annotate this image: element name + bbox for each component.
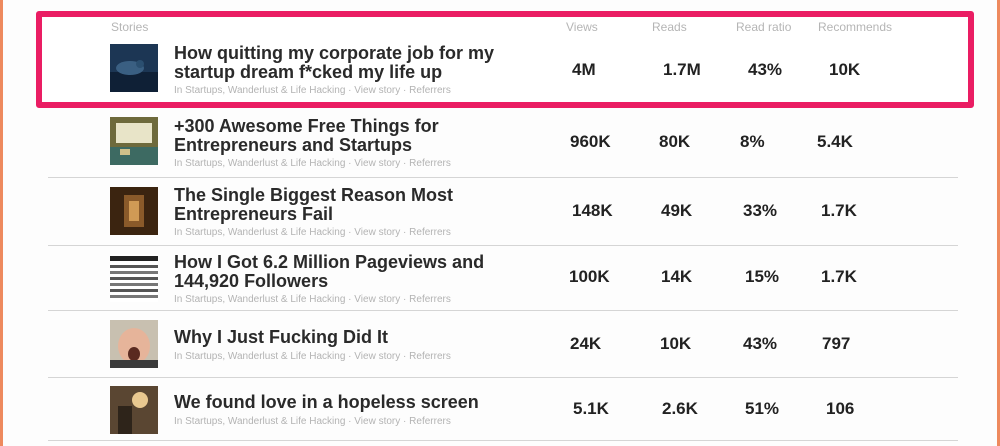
view-story-link[interactable]: View story bbox=[354, 227, 401, 238]
reads-value: 14K bbox=[661, 267, 693, 286]
recommends-value: 1.7K bbox=[821, 201, 857, 220]
story-meta: In Startups, Wanderlust & Life Hacking ·… bbox=[174, 351, 451, 362]
recommends-value: 797 bbox=[822, 334, 851, 353]
publication-link[interactable]: In Startups, Wanderlust & Life Hacking bbox=[174, 294, 346, 305]
person-underwater-thumbnail[interactable] bbox=[110, 44, 158, 92]
story-title[interactable]: How I Got 6.2 Million Pageviews and 144,… bbox=[174, 252, 485, 291]
publication-link[interactable]: In Startups, Wanderlust & Life Hacking bbox=[174, 351, 346, 362]
recommends-value: 10K bbox=[829, 60, 861, 79]
story-title[interactable]: +300 Awesome Free Things for Entrepreneu… bbox=[174, 116, 439, 155]
views-value: 148K bbox=[572, 201, 613, 220]
views-value: 5.1K bbox=[573, 399, 609, 418]
separator: · bbox=[403, 351, 407, 362]
header-views: Views bbox=[566, 20, 598, 34]
referrers-link[interactable]: Referrers bbox=[409, 158, 451, 169]
read-ratio-value: 43% bbox=[743, 334, 778, 353]
separator: · bbox=[348, 416, 352, 427]
row-divider bbox=[48, 377, 958, 378]
read-ratio-value: 15% bbox=[745, 267, 780, 286]
reads-value: 49K bbox=[661, 201, 693, 220]
view-story-link[interactable]: View story bbox=[354, 85, 401, 96]
separator: · bbox=[348, 85, 352, 96]
shouting-man-thumbnail[interactable] bbox=[110, 320, 158, 368]
referrers-link[interactable]: Referrers bbox=[409, 351, 451, 362]
stats-table-thumbnail[interactable] bbox=[110, 254, 158, 302]
story-row[interactable]: +300 Awesome Free Things for Entrepreneu… bbox=[0, 113, 1000, 173]
reads-value: 2.6K bbox=[662, 399, 698, 418]
recommends-value: 106 bbox=[826, 399, 855, 418]
view-story-link[interactable]: View story bbox=[354, 294, 401, 305]
recommends-value: 1.7K bbox=[821, 267, 857, 286]
reads-value: 1.7M bbox=[663, 60, 701, 79]
separator: · bbox=[348, 294, 352, 305]
separator: · bbox=[403, 294, 407, 305]
story-meta: In Startups, Wanderlust & Life Hacking ·… bbox=[174, 158, 451, 169]
read-ratio-value: 43% bbox=[748, 60, 783, 79]
read-ratio-value: 33% bbox=[743, 201, 778, 220]
story-row[interactable]: The Single Biggest Reason Most Entrepren… bbox=[0, 183, 1000, 243]
header-reads: Reads bbox=[652, 20, 687, 34]
views-value: 4M bbox=[572, 60, 596, 79]
publication-link[interactable]: In Startups, Wanderlust & Life Hacking bbox=[174, 158, 346, 169]
header-stories: Stories bbox=[111, 20, 149, 34]
separator: · bbox=[403, 416, 407, 427]
separator: · bbox=[403, 85, 407, 96]
publication-link[interactable]: In Startups, Wanderlust & Life Hacking bbox=[174, 416, 346, 427]
views-value: 24K bbox=[570, 334, 602, 353]
read-ratio-value: 51% bbox=[745, 399, 780, 418]
story-row[interactable]: We found love in a hopeless screen In St… bbox=[0, 385, 1000, 435]
separator: · bbox=[403, 227, 407, 238]
separator: · bbox=[348, 158, 352, 169]
desk-laptop-thumbnail[interactable] bbox=[110, 117, 158, 165]
recommends-value: 5.4K bbox=[817, 132, 853, 151]
separator: · bbox=[403, 158, 407, 169]
story-meta: In Startups, Wanderlust & Life Hacking ·… bbox=[174, 85, 451, 96]
view-story-link[interactable]: View story bbox=[354, 351, 401, 362]
row-divider bbox=[48, 310, 958, 311]
view-story-link[interactable]: View story bbox=[354, 158, 401, 169]
story-title[interactable]: The Single Biggest Reason Most Entrepren… bbox=[174, 185, 454, 224]
story-title[interactable]: Why I Just Fucking Did It bbox=[174, 327, 389, 347]
separator: · bbox=[348, 227, 352, 238]
story-row[interactable]: How I Got 6.2 Million Pageviews and 144,… bbox=[0, 250, 1000, 310]
highlight-box bbox=[36, 11, 974, 108]
story-row[interactable]: How quitting my corporate job for my sta… bbox=[0, 40, 1000, 100]
row-divider bbox=[48, 245, 958, 246]
story-title[interactable]: We found love in a hopeless screen bbox=[174, 392, 479, 412]
views-value: 100K bbox=[569, 267, 610, 286]
row-divider bbox=[48, 177, 958, 178]
story-meta: In Startups, Wanderlust & Life Hacking ·… bbox=[174, 294, 451, 305]
reads-value: 80K bbox=[659, 132, 691, 151]
story-row[interactable]: Why I Just Fucking Did It In Startups, W… bbox=[0, 320, 1000, 370]
read-ratio-value: 8% bbox=[740, 132, 765, 151]
view-story-link[interactable]: View story bbox=[354, 416, 401, 427]
publication-link[interactable]: In Startups, Wanderlust & Life Hacking bbox=[174, 227, 346, 238]
referrers-link[interactable]: Referrers bbox=[409, 227, 451, 238]
referrers-link[interactable]: Referrers bbox=[409, 85, 451, 96]
publication-link[interactable]: In Startups, Wanderlust & Life Hacking bbox=[174, 85, 346, 96]
referrers-link[interactable]: Referrers bbox=[409, 416, 451, 427]
story-meta: In Startups, Wanderlust & Life Hacking ·… bbox=[174, 416, 451, 427]
story-title[interactable]: How quitting my corporate job for my sta… bbox=[174, 43, 495, 82]
person-sunset-thumbnail[interactable] bbox=[110, 386, 158, 434]
views-value: 960K bbox=[570, 132, 611, 151]
referrers-link[interactable]: Referrers bbox=[409, 294, 451, 305]
story-meta: In Startups, Wanderlust & Life Hacking ·… bbox=[174, 227, 451, 238]
wooden-room-thumbnail[interactable] bbox=[110, 187, 158, 235]
row-divider bbox=[48, 440, 958, 441]
reads-value: 10K bbox=[660, 334, 692, 353]
header-read-ratio: Read ratio bbox=[736, 20, 792, 34]
header-recommends: Recommends bbox=[818, 20, 893, 34]
separator: · bbox=[348, 351, 352, 362]
